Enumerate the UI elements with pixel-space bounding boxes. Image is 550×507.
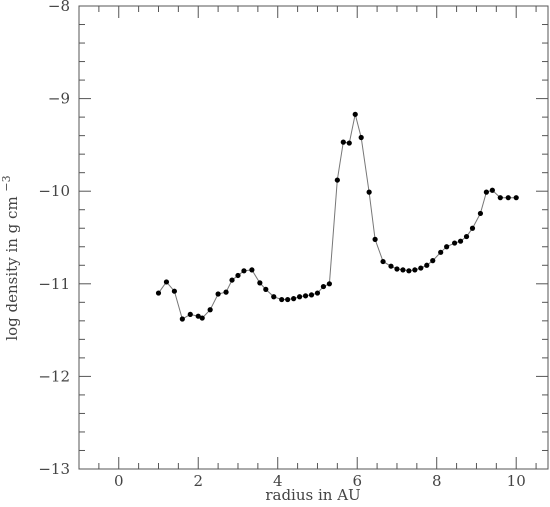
data-point xyxy=(513,195,519,201)
data-point xyxy=(457,238,464,244)
x-tick-label: 10 xyxy=(507,472,526,490)
data-point xyxy=(358,134,364,141)
data-point xyxy=(372,236,378,242)
data-point xyxy=(477,210,484,217)
data-point xyxy=(296,294,303,300)
data-point xyxy=(308,292,315,298)
data-point xyxy=(388,263,394,269)
data-point xyxy=(340,139,346,145)
y-tick-label: −8 xyxy=(48,0,70,15)
data-point xyxy=(505,195,511,201)
data-point xyxy=(334,177,340,183)
x-tick-label: 2 xyxy=(193,472,203,490)
data-point xyxy=(400,267,406,273)
y-tick-labels: −13 −12 −11 −10 −9 −8 xyxy=(38,0,70,478)
data-point xyxy=(320,283,327,290)
data-point xyxy=(380,258,386,265)
y-tick-label: −13 xyxy=(38,460,70,478)
data-point xyxy=(406,268,412,274)
data-point xyxy=(394,266,400,272)
y-tick-label: −12 xyxy=(38,367,70,385)
x-tick-label: 0 xyxy=(114,472,124,490)
data-point xyxy=(489,187,495,193)
data-point xyxy=(291,296,297,302)
data-point xyxy=(279,296,285,303)
data-point xyxy=(223,289,229,295)
data-point xyxy=(263,286,269,292)
data-point xyxy=(241,268,247,274)
tick-marks xyxy=(79,5,548,470)
data-point xyxy=(444,244,450,250)
plot-frame xyxy=(78,5,549,470)
data-point xyxy=(483,189,489,195)
data-point xyxy=(271,294,277,300)
x-axis-label: radius in AU xyxy=(265,486,360,504)
data-point xyxy=(171,288,177,294)
x-tick-label: 6 xyxy=(352,472,362,490)
data-point xyxy=(207,307,213,313)
data-point xyxy=(424,262,430,268)
x-tick-label: 8 xyxy=(432,472,442,490)
density-series-line xyxy=(158,114,517,320)
data-point xyxy=(215,291,221,297)
data-point xyxy=(187,311,193,317)
data-point xyxy=(179,316,185,322)
y-tick-label: −10 xyxy=(38,182,70,200)
y-tick-label: −9 xyxy=(48,90,70,108)
data-point xyxy=(430,258,436,264)
data-point xyxy=(302,293,309,299)
y-tick-label: −11 xyxy=(38,275,70,293)
density-series-points xyxy=(155,111,519,322)
data-point xyxy=(155,290,162,296)
x-tick-label: 4 xyxy=(273,472,283,490)
data-point xyxy=(195,313,201,319)
data-point xyxy=(257,280,263,286)
x-tick-labels: 0 2 4 6 8 10 xyxy=(114,472,526,490)
data-point xyxy=(249,267,255,273)
data-point xyxy=(235,272,241,279)
data-point xyxy=(366,189,372,195)
data-point xyxy=(451,240,458,246)
data-point xyxy=(412,267,418,273)
y-axis-label-superscript: −3 xyxy=(0,175,13,191)
data-point xyxy=(163,279,170,285)
data-point xyxy=(418,265,424,271)
data-point xyxy=(469,225,476,231)
y-axis-label: log density in g cm xyxy=(3,196,21,340)
data-point xyxy=(497,195,503,201)
data-point xyxy=(352,111,358,117)
data-point xyxy=(326,281,332,287)
data-point xyxy=(285,296,291,303)
y-axis-label-group: log density in g cm −3 xyxy=(0,175,21,340)
data-point xyxy=(463,233,470,240)
data-point xyxy=(229,277,235,283)
data-point xyxy=(346,140,352,146)
data-point xyxy=(438,249,444,255)
data-point xyxy=(314,290,321,296)
data-point xyxy=(199,315,205,321)
